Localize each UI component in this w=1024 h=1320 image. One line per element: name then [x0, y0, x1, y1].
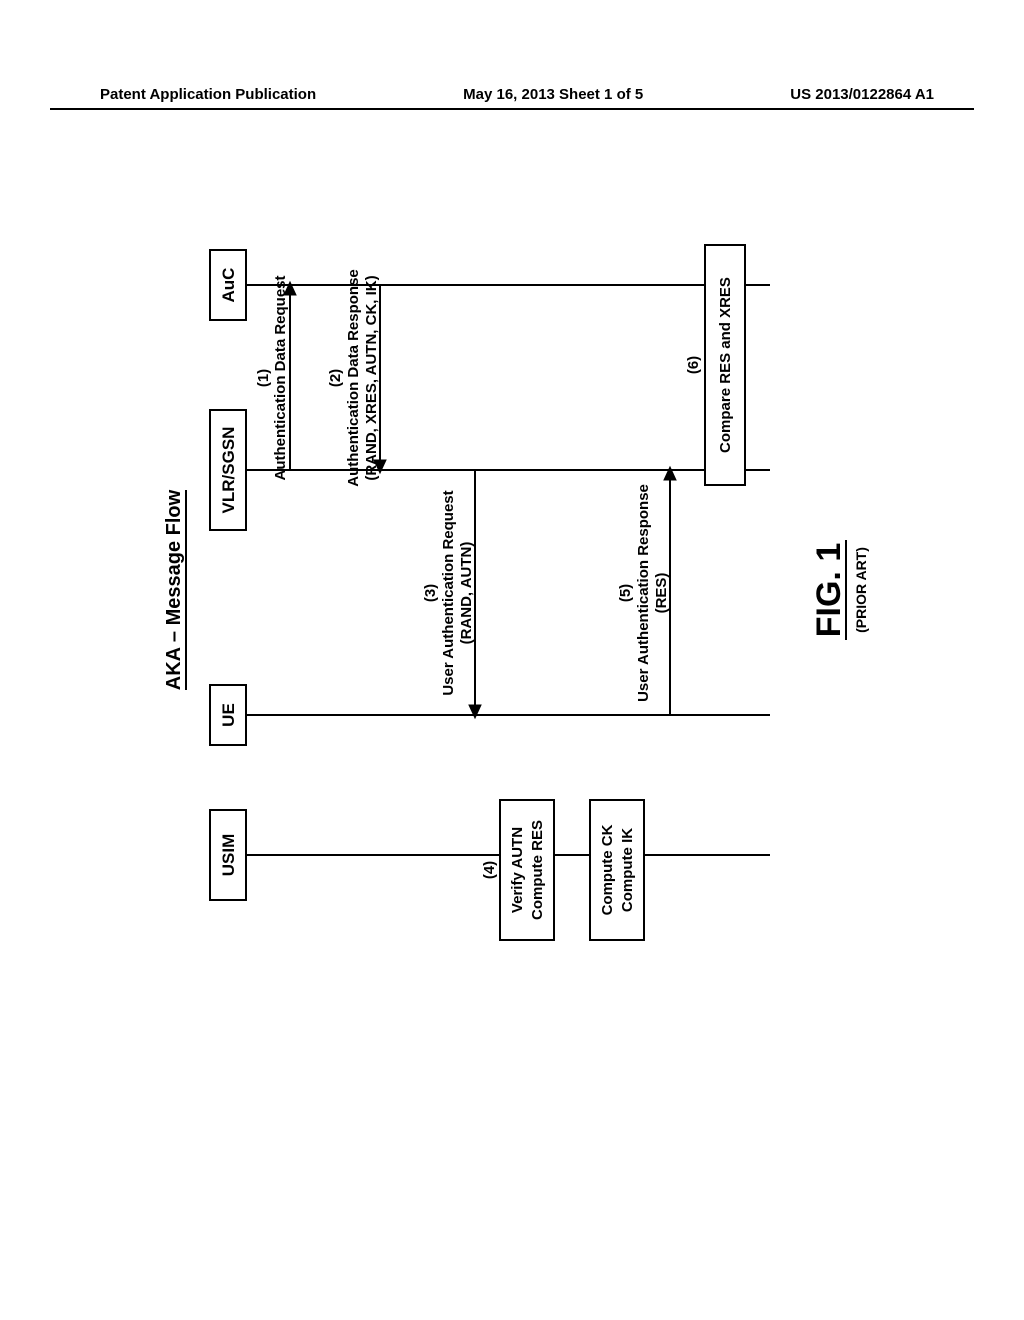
msg-3-step: (3) — [422, 584, 439, 602]
msg-2-line2: (RAND, XRES, AUTN, CK, IK) — [363, 275, 380, 480]
entity-auc-label: AuC — [219, 268, 238, 303]
proc-4b-line1: Compute CK — [599, 824, 616, 915]
msg-5-line1: User Authentication Response — [635, 484, 652, 702]
proc-6: (6) Compare RES and XRES — [685, 245, 745, 485]
proc-6-step: (6) — [685, 356, 702, 374]
msg-1: (1) Authentication Data Request — [255, 275, 296, 480]
figure-subtitle: (PRIOR ART) — [853, 547, 869, 633]
figure-label: FIG. 1 — [810, 543, 848, 637]
msg-2-step: (2) — [327, 369, 344, 387]
proc-4b-line2: Compute IK — [619, 828, 636, 912]
page-header: Patent Application Publication May 16, 2… — [0, 86, 1024, 103]
entity-ue: UE — [210, 685, 246, 745]
header-center: May 16, 2013 Sheet 1 of 5 — [463, 86, 643, 103]
entity-usim: USIM — [210, 810, 246, 900]
msg-3-line2: (RAND, AUTN) — [458, 542, 475, 645]
diagram-svg: AKA – Message Flow USIM UE VLR/SGSN AuC — [150, 220, 890, 960]
entity-ue-label: UE — [219, 703, 238, 727]
proc-4a: (4) Verify AUTN Compute RES — [481, 800, 554, 940]
proc-4a-line2: Compute RES — [529, 820, 546, 920]
proc-6-line1: Compare RES and XRES — [717, 277, 734, 453]
header-right: US 2013/0122864 A1 — [790, 86, 934, 103]
msg-2: (2) Authentication Data Response (RAND, … — [327, 269, 386, 487]
header-left: Patent Application Publication — [100, 86, 316, 103]
header-rule — [50, 108, 974, 110]
msg-3-line1: User Authentication Request — [440, 490, 457, 695]
msg-2-line1: Authentication Data Response — [345, 269, 362, 487]
proc-4b: Compute CK Compute IK — [590, 800, 644, 940]
sequence-diagram: AKA – Message Flow USIM UE VLR/SGSN AuC — [150, 220, 890, 960]
msg-5: (5) User Authentication Response (RES) — [617, 467, 676, 715]
entity-vlr: VLR/SGSN — [210, 410, 246, 530]
proc-4a-line1: Verify AUTN — [509, 827, 526, 913]
msg-3: (3) User Authentication Request (RAND, A… — [422, 470, 481, 718]
entity-auc: AuC — [210, 250, 246, 320]
diagram-title: AKA – Message Flow — [163, 489, 185, 690]
proc-4a-step: (4) — [481, 861, 498, 879]
entity-vlr-label: VLR/SGSN — [219, 427, 238, 514]
msg-1-step: (1) — [255, 369, 272, 387]
entity-usim-label: USIM — [219, 834, 238, 877]
msg-5-step: (5) — [617, 584, 634, 602]
msg-1-line1: Authentication Data Request — [272, 275, 289, 480]
msg-5-line2: (RES) — [653, 573, 670, 614]
